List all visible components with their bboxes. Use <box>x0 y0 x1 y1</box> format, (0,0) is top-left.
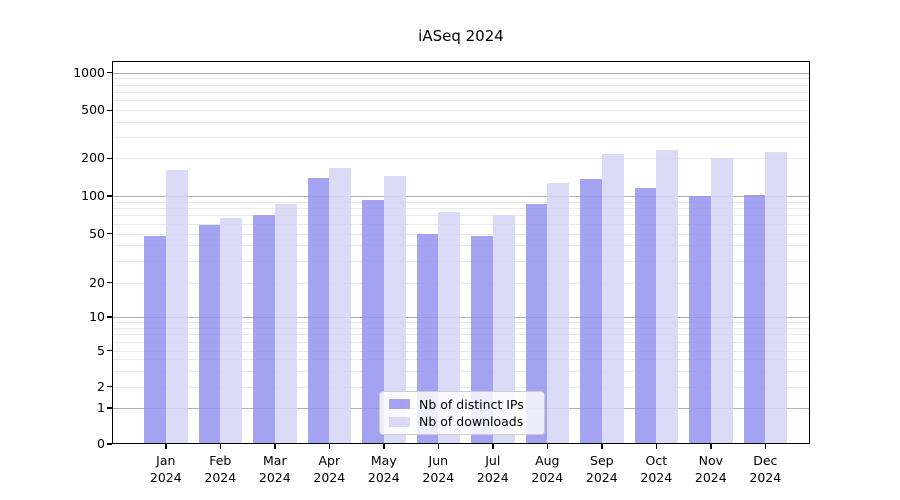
y-tick-mark <box>107 195 112 197</box>
y-tick-mark <box>107 316 112 318</box>
x-tick-mark <box>165 443 167 449</box>
y-tick-mark <box>107 281 112 284</box>
x-tick-mark <box>383 443 385 449</box>
y-tick-label: 50 <box>89 225 105 241</box>
bar-ips-apr <box>307 177 330 444</box>
x-tick-label: Oct 2024 <box>640 452 673 485</box>
bar-downloads-aug <box>547 182 570 444</box>
y-tick-label: 100 <box>81 188 105 203</box>
bar-ips-feb <box>198 225 221 444</box>
legend-row-downloads: Nb of downloads <box>389 414 535 429</box>
x-tick-label: Nov 2024 <box>694 452 727 485</box>
x-tick-mark <box>274 443 276 449</box>
bar-ips-mar <box>253 215 275 444</box>
y-tick-mark <box>107 443 112 445</box>
bar-downloads-feb <box>220 218 243 444</box>
x-tick-mark <box>764 443 767 449</box>
x-tick-mark <box>601 443 603 449</box>
bar-downloads-jul <box>492 215 515 444</box>
y-tick-label: 5 <box>97 342 105 358</box>
y-tick-label: 1 <box>97 400 105 415</box>
bar-downloads-dec <box>765 151 788 444</box>
legend-label-distinct-ips: Nb of distinct IPs <box>419 396 524 412</box>
bar-ips-sep <box>580 179 602 444</box>
y-tick-mark <box>107 109 112 112</box>
y-tick-mark <box>107 407 112 409</box>
x-tick-label: Mar 2024 <box>258 452 291 485</box>
bar-ips-jan <box>144 235 166 444</box>
bar-ips-aug <box>525 203 548 444</box>
x-tick-label: May 2024 <box>367 452 400 485</box>
y-tick-label: 200 <box>81 150 105 166</box>
x-tick-label: Feb 2024 <box>204 452 237 485</box>
bar-downloads-nov <box>710 158 733 444</box>
bar-downloads-mar <box>274 203 297 444</box>
plot-area <box>112 61 810 444</box>
bar-downloads-jan <box>165 170 188 444</box>
y-tick-label: 10 <box>89 309 105 324</box>
y-tick-mark <box>107 71 112 74</box>
x-tick-label: Jan 2024 <box>149 452 182 485</box>
y-tick-label: 20 <box>89 274 105 290</box>
bar-ips-may <box>362 199 384 444</box>
bar-downloads-sep <box>601 154 624 444</box>
x-tick-label: Jul 2024 <box>476 452 509 485</box>
chart-title: iASeq 2024 <box>418 27 504 45</box>
legend-swatch-downloads <box>389 416 410 427</box>
y-tick-mark <box>107 385 112 388</box>
bar-ips-nov <box>689 196 711 444</box>
x-tick-label: Sep 2024 <box>585 452 618 485</box>
y-tick-label: 2 <box>97 378 105 394</box>
bar-ips-dec <box>743 194 766 444</box>
x-tick-label: Dec 2024 <box>749 452 782 485</box>
x-tick-mark <box>546 443 549 449</box>
x-tick-label: Apr 2024 <box>313 452 346 485</box>
legend: Nb of distinct IPs Nb of downloads <box>379 391 545 435</box>
legend-label-downloads: Nb of downloads <box>419 414 524 430</box>
x-tick-label: Aug 2024 <box>531 452 564 485</box>
x-tick-mark <box>492 443 494 449</box>
y-tick-label: 1000 <box>73 64 105 80</box>
bar-downloads-apr <box>329 167 352 444</box>
y-tick-mark <box>107 157 112 160</box>
bar-downloads-may <box>383 175 406 444</box>
bar-ips-oct <box>634 187 657 444</box>
y-tick-label: 0 <box>97 435 105 451</box>
bar-downloads-oct <box>656 150 679 444</box>
y-tick-mark <box>107 349 112 352</box>
x-tick-label: Jun 2024 <box>422 452 455 485</box>
y-tick-mark <box>107 232 112 235</box>
x-tick-mark <box>437 443 440 449</box>
bar-downloads-jun <box>438 212 461 444</box>
x-tick-mark <box>328 443 331 449</box>
legend-row-distinct-ips: Nb of distinct IPs <box>389 397 535 412</box>
legend-swatch-distinct-ips <box>389 399 410 410</box>
x-tick-mark <box>219 443 222 449</box>
x-tick-mark <box>655 443 658 449</box>
x-tick-mark <box>710 443 712 449</box>
y-tick-label: 500 <box>81 102 105 118</box>
